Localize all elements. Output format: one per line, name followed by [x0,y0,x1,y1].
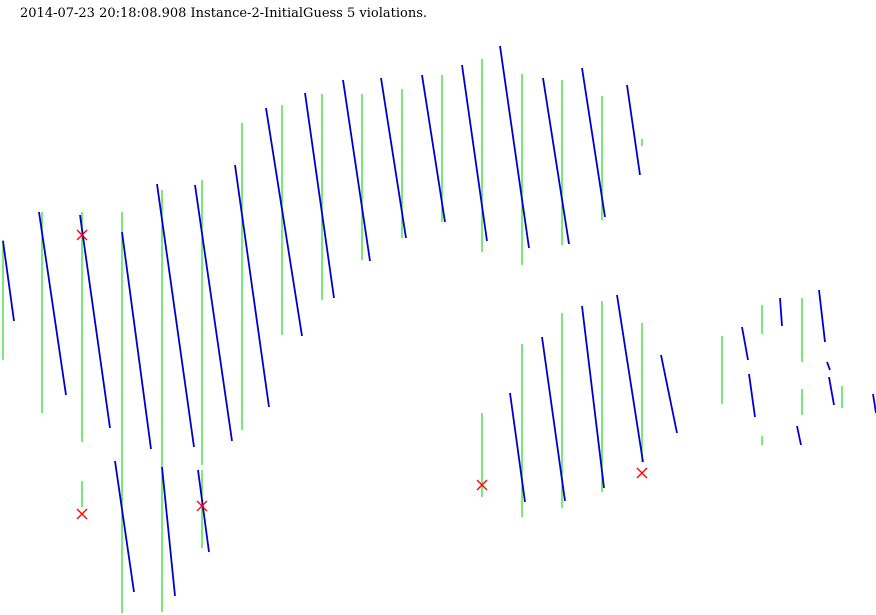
blue-slanted-segment [461,64,488,242]
blue-slanted-segment [234,164,270,408]
blue-slanted-segment [828,376,835,406]
blue-slanted-segment [818,289,826,343]
blue-slanted-segment [626,84,641,176]
blue-slanted-segment [660,354,678,434]
blue-slanted-segment [796,425,802,446]
blue-slanted-segment [509,392,526,503]
blue-slanted-segment [38,211,67,396]
blue-slanted-segment [194,184,233,442]
blue-slanted-segment [581,305,605,489]
blue-slanted-segment [342,79,371,262]
blue-slanted-segment [581,67,606,218]
blue-slanted-segment [265,107,303,337]
blue-slanted-segment [779,297,783,327]
blue-slanted-segment [156,183,195,448]
blue-slanted-segment [2,240,15,322]
violation-x-marker [76,508,88,520]
status-header: 2014-07-23 20:18:08.908 Instance-2-Initi… [20,6,428,21]
blue-slanted-segment [121,231,152,450]
blue-slanted-segment [741,326,749,361]
violation-x-marker [476,479,488,491]
blue-slanted-segment [748,373,756,418]
violation-x-marker [196,500,208,512]
blue-slanted-segment [616,294,644,463]
blue-slanted-segment [826,361,831,371]
blue-slanted-segment [542,77,570,245]
blue-slanted-segment [79,214,111,429]
blue-slanted-segment [380,77,407,239]
violation-x-marker [76,229,88,241]
violation-x-marker [636,467,648,479]
blue-slanted-segment [421,74,446,223]
blue-slanted-segment [541,336,566,502]
blue-slanted-segment [304,92,335,299]
blue-slanted-segment [114,460,135,593]
blue-slanted-segment [161,466,176,597]
blue-slanted-segment [197,469,210,553]
blue-slanted-segment [499,45,530,249]
